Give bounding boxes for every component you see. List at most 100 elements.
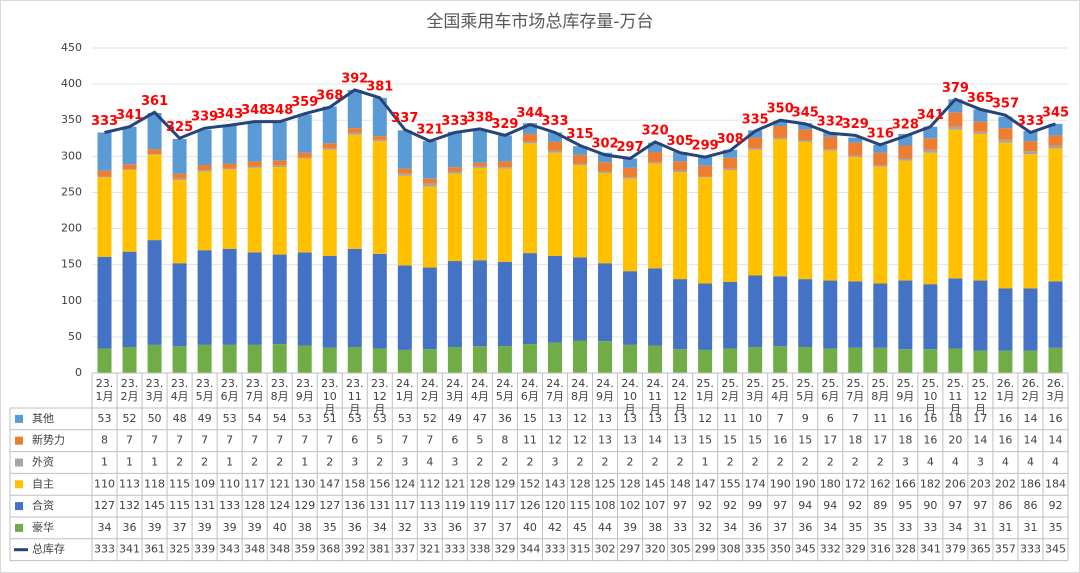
table-value: 131 [194,499,215,512]
data-label: 297 [616,140,643,155]
table-value: 53 [398,412,412,425]
bar-segment [848,347,863,373]
bar-segment [823,136,838,150]
bar-segment [522,133,537,142]
table-value: 174 [745,477,766,490]
table-value: 14 [1023,434,1037,447]
table-value: 12 [573,412,587,425]
bar-segment [1023,288,1038,351]
x-tick-label: 23.10月 [320,377,339,416]
table-value: 2 [476,456,483,469]
bar-segment [447,167,462,172]
table-value: 2 [376,456,383,469]
table-value: 127 [319,499,340,512]
bar-segment [798,347,813,373]
table-value: 335 [745,543,766,556]
table-value: 92 [698,499,712,512]
table-value: 2 [602,456,609,469]
bar-segment [998,288,1013,351]
table-value: 39 [148,521,162,534]
table-value: 365 [970,543,991,556]
table-value: 7 [326,434,333,447]
table-value: 130 [294,477,315,490]
table-value: 31 [1023,521,1037,534]
legend-label: 豪华 [32,520,54,534]
table-value: 333 [444,543,465,556]
data-label: 329 [842,117,869,132]
data-label: 350 [767,102,794,117]
table-value: 131 [369,499,390,512]
table-value: 145 [144,499,165,512]
table-value: 2 [251,456,258,469]
bar-segment [873,165,888,167]
table-value: 2 [276,456,283,469]
bar-segment [172,346,187,373]
table-value: 2 [176,456,183,469]
table-value: 92 [848,499,862,512]
bar-segment [497,167,512,169]
bar-segment [547,141,562,151]
bar-segment [397,265,412,350]
table-value: 86 [1023,499,1037,512]
table-value: 133 [219,499,240,512]
table-value: 37 [498,521,512,534]
table-value: 14 [1048,434,1062,447]
table-value: 3 [451,456,458,469]
bar-segment [798,141,813,280]
table-value: 18 [848,434,862,447]
table-value: 329 [494,543,515,556]
table-value: 39 [623,521,637,534]
bar-segment [1048,145,1063,149]
table-value: 92 [1048,499,1062,512]
bar-segment [247,167,262,253]
table-value: 182 [920,477,941,490]
table-value: 1 [702,456,709,469]
table-value: 125 [595,477,616,490]
table-value: 53 [298,412,312,425]
table-value: 13 [673,434,687,447]
bar-segment [748,347,763,373]
table-value: 1 [301,456,308,469]
table-value: 15 [523,412,537,425]
bar-segment [973,131,988,134]
bar-segment [397,175,412,266]
bar-segment [748,130,763,138]
table-value: 162 [870,477,891,490]
table-value: 190 [795,477,816,490]
table-value: 345 [795,543,816,556]
total-line [104,88,1056,161]
table-value: 145 [645,477,666,490]
bar-segment [773,120,788,126]
table-value: 329 [845,543,866,556]
bar-segment [623,158,638,168]
bar-segment [547,342,562,373]
table-value: 110 [219,477,240,490]
y-tick-label: 400 [61,77,82,90]
data-label: 343 [216,107,243,122]
x-tick-label: 26.3月 [1046,377,1065,403]
x-tick-label: 26.1月 [996,377,1015,403]
table-value: 45 [573,521,587,534]
bar-segment [497,261,512,347]
table-value: 1 [101,456,108,469]
bar-segment [122,164,137,170]
table-value: 7 [176,434,183,447]
table-value: 2 [802,456,809,469]
table-value: 36 [748,521,762,534]
bar-segment [347,89,362,129]
bar-segment [823,348,838,373]
data-label: 392 [341,71,368,86]
bar-segment [973,350,988,373]
bar-segment [197,250,212,345]
bar-segment [97,132,112,171]
table-value: 2 [652,456,659,469]
table-value: 14 [1023,412,1037,425]
data-label: 329 [491,117,518,132]
table-value: 35 [848,521,862,534]
table-value: 5 [376,434,383,447]
bar-segment [698,157,713,166]
table-value: 3 [351,456,358,469]
bar-segment [472,346,487,373]
bar-segment [698,349,713,373]
table-value: 4 [426,456,433,469]
